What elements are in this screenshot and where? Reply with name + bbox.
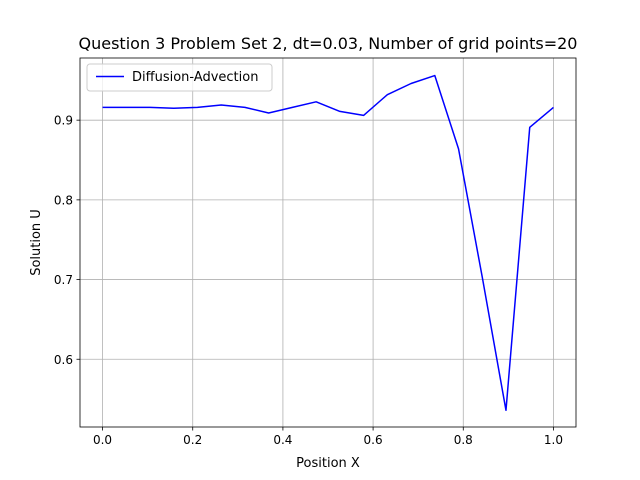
legend-box — [86, 63, 273, 92]
x-tick-label: 0.0 — [93, 433, 112, 447]
x-axis-label: Position X — [296, 456, 360, 471]
chart-title: Question 3 Problem Set 2, dt=0.03, Numbe… — [79, 34, 578, 53]
legend: Diffusion-Advection — [86, 63, 273, 92]
y-axis-ticks: 0.6 0.7 0.8 0.9 — [54, 114, 80, 367]
legend-label-diffusion-advection: Diffusion-Advection — [132, 70, 258, 85]
y-tick-label: 0.9 — [54, 114, 73, 128]
x-tick-label: 0.6 — [364, 433, 383, 447]
y-tick-label: 0.7 — [54, 273, 73, 287]
y-axis-label: Solution U — [29, 209, 44, 276]
y-tick-label: 0.6 — [54, 353, 73, 367]
plot-area-background — [80, 58, 576, 427]
series-layer — [102, 74, 554, 412]
x-axis-ticks: 0.0 0.2 0.4 0.6 0.8 1.0 — [93, 427, 563, 447]
series-line-diffusion-advection — [102, 74, 554, 412]
grid-lines — [80, 58, 576, 427]
y-tick-label: 0.8 — [54, 193, 73, 207]
x-tick-label: 0.8 — [454, 433, 473, 447]
x-tick-label: 0.4 — [273, 433, 292, 447]
x-tick-label: 1.0 — [544, 433, 563, 447]
plot-area-frame — [79, 57, 577, 428]
x-tick-label: 0.2 — [183, 433, 202, 447]
